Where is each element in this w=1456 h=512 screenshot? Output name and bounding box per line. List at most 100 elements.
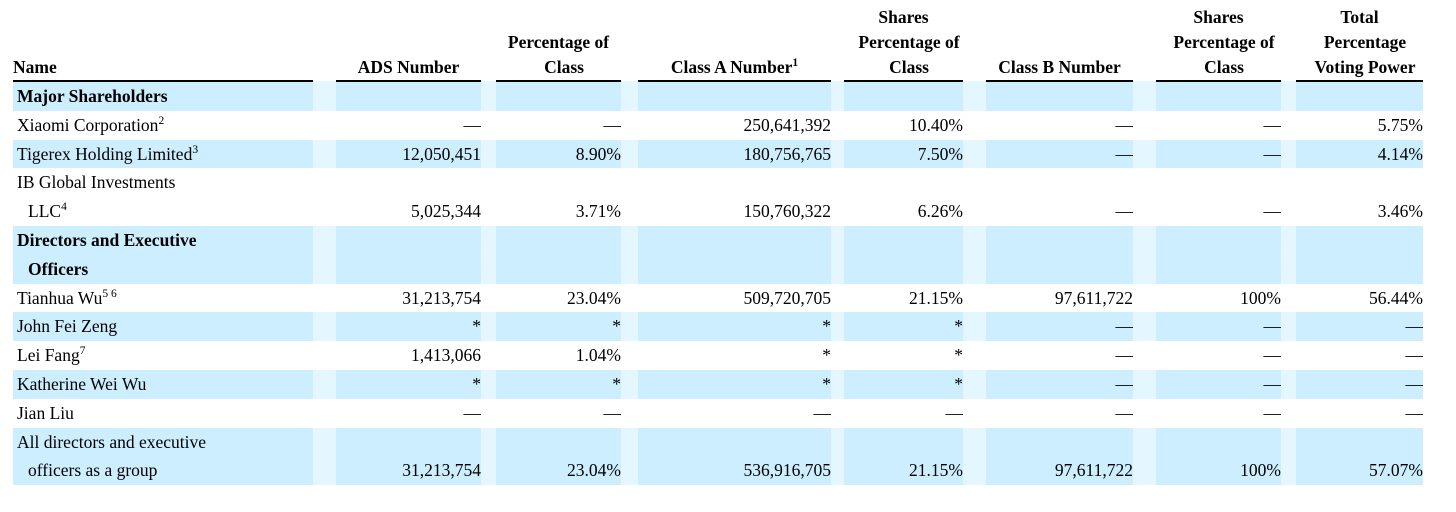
- column-gutter: [963, 139, 986, 169]
- column-gutter: [621, 111, 638, 140]
- column-gutter: [1133, 0, 1156, 81]
- value-cell: 10.40%: [909, 114, 963, 135]
- table-row: IB Global Investments LLC4 5,025,344 3.71% 1…: [13, 168, 1423, 226]
- column-gutter: [313, 81, 336, 111]
- column-gutter: [481, 399, 496, 428]
- table-row: Xiaomi Corporation2 — — 250,641,392 10.40% — —…: [13, 111, 1423, 140]
- column-gutter: [1133, 312, 1156, 342]
- column-gutter: [1281, 427, 1296, 486]
- column-gutter: [313, 139, 336, 169]
- value-cell: —: [1156, 312, 1281, 342]
- value-cell: *: [844, 312, 963, 342]
- value-cell: 5.75%: [1377, 114, 1423, 135]
- value-cell: 536,916,705: [638, 427, 831, 486]
- value-cell: —: [1263, 114, 1282, 135]
- value-cell: 100%: [1156, 427, 1281, 486]
- value-cell: 1,413,066: [411, 345, 481, 366]
- column-gutter: [621, 427, 638, 486]
- column-gutter: [831, 284, 844, 313]
- column-gutter: [831, 341, 844, 370]
- column-gutter: [963, 0, 986, 81]
- value-cell: *: [336, 369, 481, 399]
- value-cell: 6.26%: [917, 201, 963, 222]
- column-gutter: [831, 427, 844, 486]
- column-gutter: [963, 225, 986, 284]
- column-gutter: [621, 81, 638, 111]
- column-gutter: [831, 168, 844, 226]
- column-gutter: [313, 312, 336, 342]
- column-gutter: [1133, 139, 1156, 169]
- value-cell: 509,720,705: [743, 287, 832, 308]
- column-gutter: [963, 341, 986, 370]
- value-cell: [1156, 81, 1281, 111]
- value-cell: *: [638, 369, 831, 399]
- value-cell: —: [1263, 402, 1282, 423]
- column-gutter: [313, 0, 336, 81]
- table-row: Tigerex Holding Limited3 12,050,451 8.90% 1…: [13, 139, 1423, 169]
- footnote-marker: 5 6: [102, 287, 117, 300]
- value-cell: 12,050,451: [336, 139, 481, 169]
- value-cell: [986, 81, 1133, 111]
- column-gutter: [831, 0, 844, 81]
- column-header-adsnumber: ADS Number: [336, 0, 481, 82]
- column-gutter: [1133, 284, 1156, 313]
- column-gutter: [1281, 168, 1296, 226]
- column-gutter: [313, 168, 336, 226]
- value-cell: 3.46%: [1377, 201, 1423, 222]
- column-gutter: [1281, 341, 1296, 370]
- column-gutter: [1281, 312, 1296, 342]
- value-cell: 97,611,722: [986, 427, 1133, 486]
- value-cell: [986, 225, 1133, 284]
- column-gutter: [313, 341, 336, 370]
- value-cell: —: [1296, 369, 1423, 399]
- table-row: John Fei Zeng * * * * — — —: [13, 312, 1423, 342]
- value-cell: 23.04%: [567, 287, 621, 308]
- value-cell: 1.04%: [575, 345, 621, 366]
- column-gutter: [621, 139, 638, 169]
- value-cell: —: [813, 402, 832, 423]
- footnote-marker: 1: [792, 57, 799, 69]
- value-cell: 7.50%: [844, 139, 963, 169]
- column-gutter: [481, 284, 496, 313]
- column-gutter: [1133, 111, 1156, 140]
- column-header-percentageof-class: Percentage of Class: [496, 0, 621, 82]
- value-cell: —: [463, 402, 482, 423]
- value-cell: —: [986, 139, 1133, 169]
- column-gutter: [1133, 81, 1156, 111]
- column-gutter: [621, 0, 638, 81]
- column-gutter: [621, 341, 638, 370]
- value-cell: *: [496, 312, 621, 342]
- value-cell: 31,213,754: [402, 287, 481, 308]
- value-cell: [336, 225, 481, 284]
- column-gutter: [481, 341, 496, 370]
- column-gutter: [481, 312, 496, 342]
- table-header: Name ADS Number Percentage of Class Class A …: [13, 0, 1423, 82]
- value-cell: [496, 225, 621, 284]
- column-gutter: [1133, 399, 1156, 428]
- value-cell: —: [1115, 114, 1134, 135]
- column-gutter: [831, 81, 844, 111]
- header-row: Name ADS Number Percentage of Class Class A …: [13, 0, 1423, 82]
- column-gutter: [621, 225, 638, 284]
- table-body: Major Shareholders Xiaomi Corporation2 — — 2…: [13, 81, 1423, 486]
- value-cell: 3.71%: [575, 201, 621, 222]
- column-gutter: [481, 168, 496, 226]
- column-gutter: [1281, 139, 1296, 169]
- column-gutter: [1281, 369, 1296, 399]
- column-gutter: [1133, 369, 1156, 399]
- column-gutter: [831, 111, 844, 140]
- column-gutter: [481, 111, 496, 140]
- value-cell: —: [1115, 345, 1134, 366]
- value-cell: 150,760,322: [743, 201, 832, 222]
- value-cell: —: [1296, 312, 1423, 342]
- column-gutter: [313, 369, 336, 399]
- column-gutter: [621, 399, 638, 428]
- value-cell: —: [1156, 369, 1281, 399]
- value-cell: —: [1263, 201, 1282, 222]
- value-cell: 21.15%: [844, 427, 963, 486]
- column-gutter: [313, 399, 336, 428]
- value-cell: *: [844, 369, 963, 399]
- value-cell: [638, 225, 831, 284]
- table-row: Jian Liu — — — — — — —: [13, 399, 1423, 428]
- value-cell: 250,641,392: [743, 114, 832, 135]
